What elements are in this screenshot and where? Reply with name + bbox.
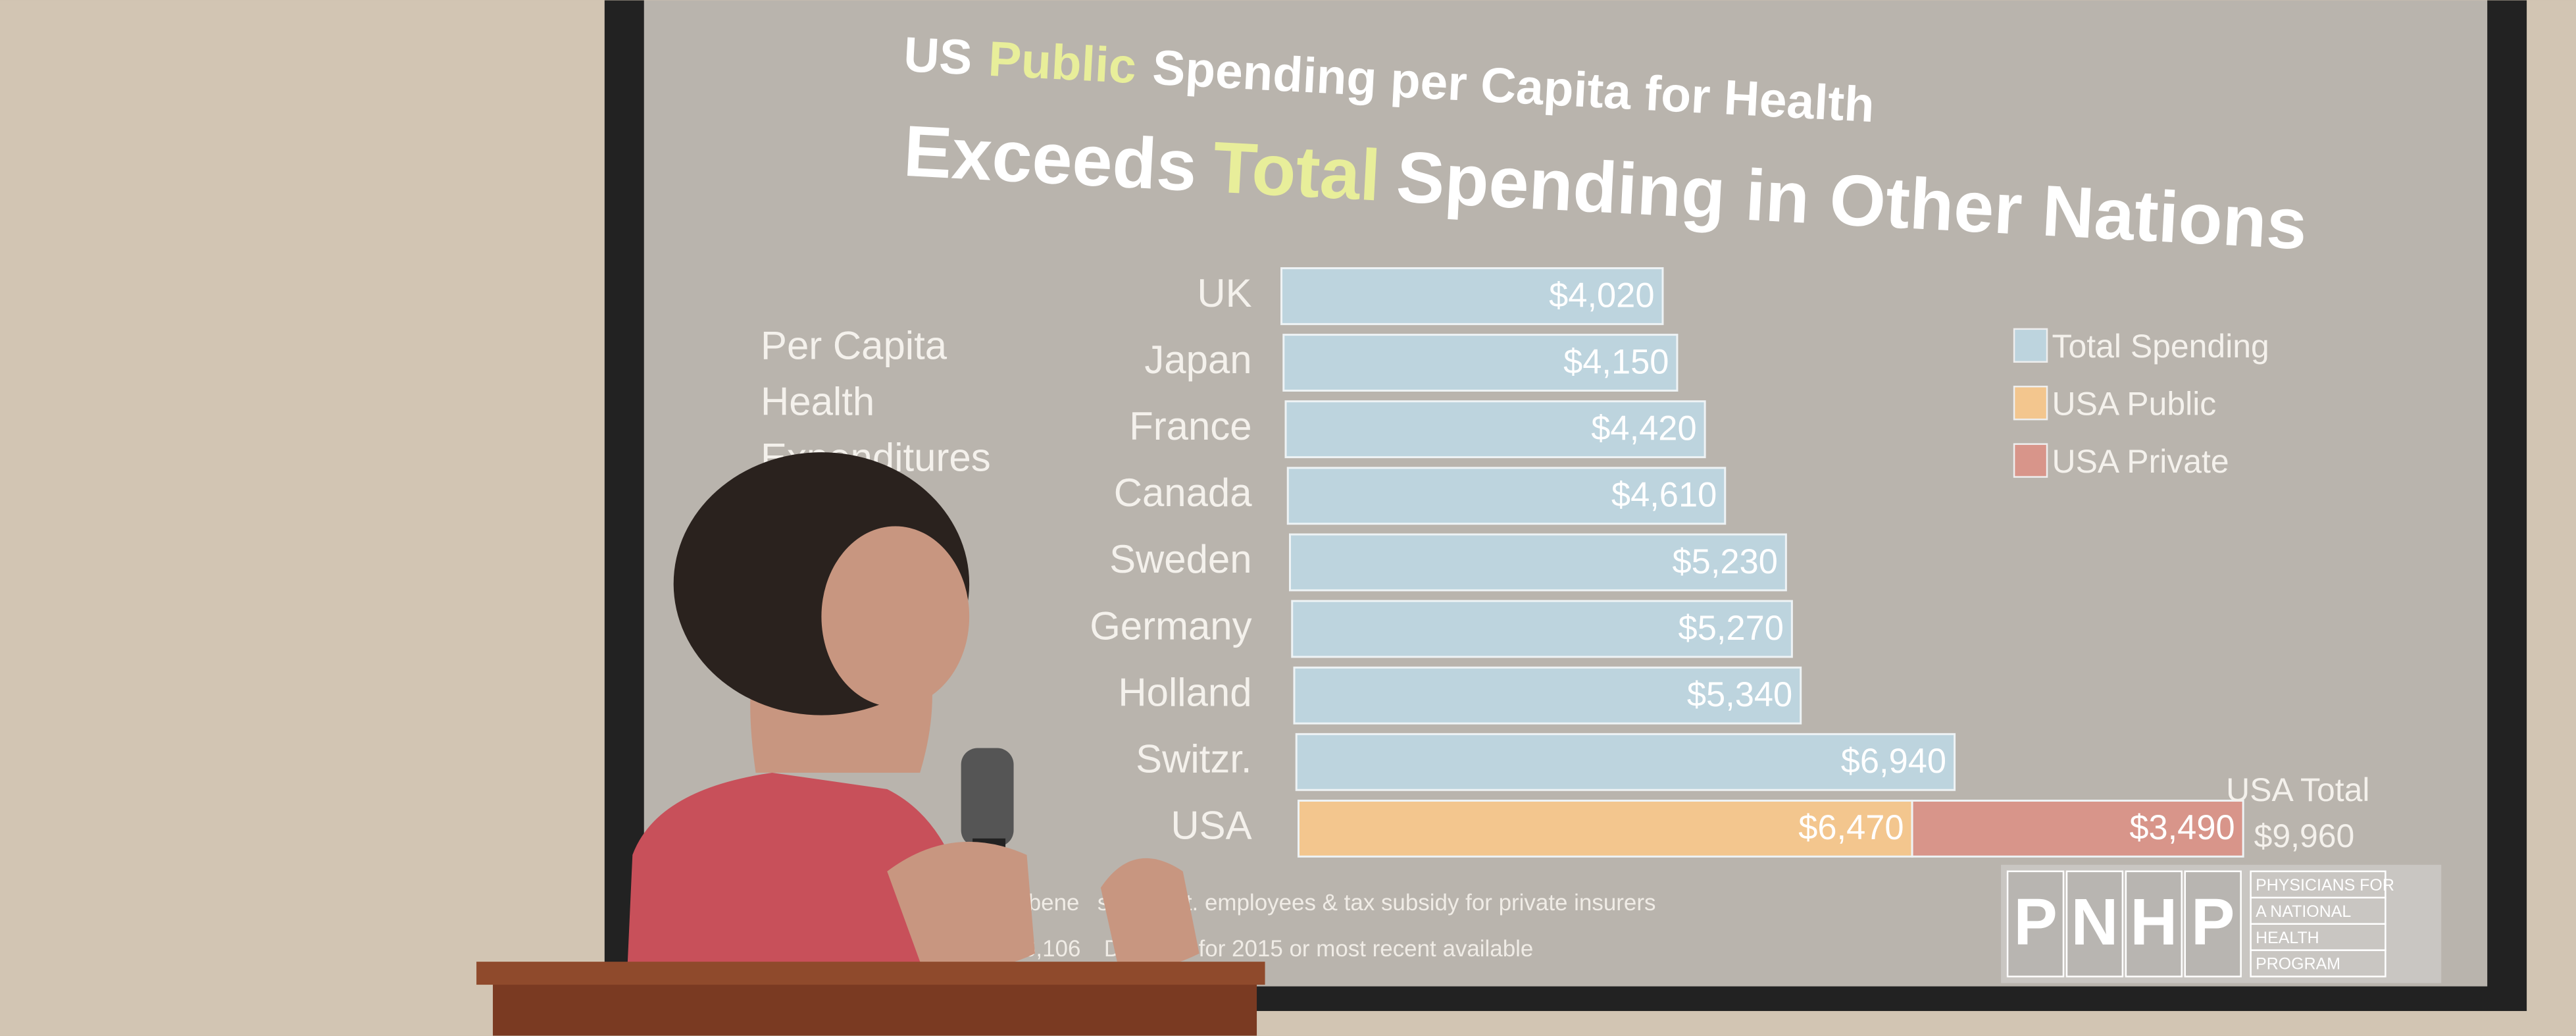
logo-letter: P <box>2191 886 2235 959</box>
logo-line: PROGRAM <box>2256 955 2340 973</box>
bar <box>1293 666 1802 725</box>
value-label: $4,610 <box>1611 477 1717 515</box>
value-label: $5,270 <box>1679 609 1784 648</box>
logo-cell <box>2065 870 2124 977</box>
legend-swatch <box>2013 328 2048 363</box>
category-label: UK <box>1197 271 1251 315</box>
legend-swatch <box>2013 386 2048 421</box>
legend-label: Total Spending <box>2052 328 2269 365</box>
side-label: Health <box>761 380 874 424</box>
bar <box>1286 467 1727 525</box>
title-part: Public <box>987 30 1138 93</box>
category-label: Japan <box>1144 338 1251 382</box>
title-part: Exceeds <box>901 111 1199 207</box>
logo-line: PHYSICIANS FOR <box>2256 876 2394 894</box>
logo-letter: N <box>2071 886 2118 959</box>
bar <box>1282 334 1679 392</box>
value-label: $5,230 <box>1673 543 1778 581</box>
total-value: $9,960 <box>2254 817 2355 854</box>
legend-swatch <box>2013 443 2048 478</box>
logo-letter: P <box>2013 886 2058 959</box>
total-label: USA Total <box>2226 771 2369 808</box>
bar <box>1291 600 1793 658</box>
bar <box>1297 799 1913 858</box>
value-label: $5,340 <box>1687 676 1792 714</box>
category-label: Canada <box>1114 471 1253 515</box>
logo-cell <box>2184 870 2242 977</box>
value-label: $3,490 <box>2129 809 2235 847</box>
value-label: $6,470 <box>1798 809 1904 847</box>
bar <box>1284 400 1706 459</box>
title-part: US <box>902 26 973 85</box>
category-label: Holland <box>1118 670 1251 714</box>
logo-line-box <box>2250 949 2387 977</box>
value-label: $4,150 <box>1563 343 1669 381</box>
value-label: $4,420 <box>1591 410 1696 448</box>
logo-cell <box>2006 870 2065 977</box>
legend-label: USA Public <box>2052 385 2217 422</box>
bar <box>1280 267 1664 325</box>
category-label: Sweden <box>1109 537 1252 581</box>
podium-top <box>476 962 1265 985</box>
title-part: Total <box>1211 127 1382 216</box>
bar <box>1288 533 1787 592</box>
category-label: Germany <box>1090 604 1251 648</box>
logo-cell <box>2125 870 2183 977</box>
value-label: $4,020 <box>1549 276 1654 315</box>
value-label: $6,940 <box>1841 742 1946 781</box>
bar <box>1295 733 1956 791</box>
category-label: USA <box>1171 804 1251 848</box>
bar <box>1911 799 2244 858</box>
logo-line: HEALTH <box>2256 929 2319 947</box>
logo-letter: H <box>2130 886 2177 959</box>
side-label: Per Capita <box>761 324 947 368</box>
category-label: France <box>1129 404 1251 448</box>
category-label: Switzr. <box>1136 737 1251 781</box>
legend-label: USA Private <box>2052 443 2229 480</box>
logo-line: A NATIONAL <box>2256 902 2351 921</box>
